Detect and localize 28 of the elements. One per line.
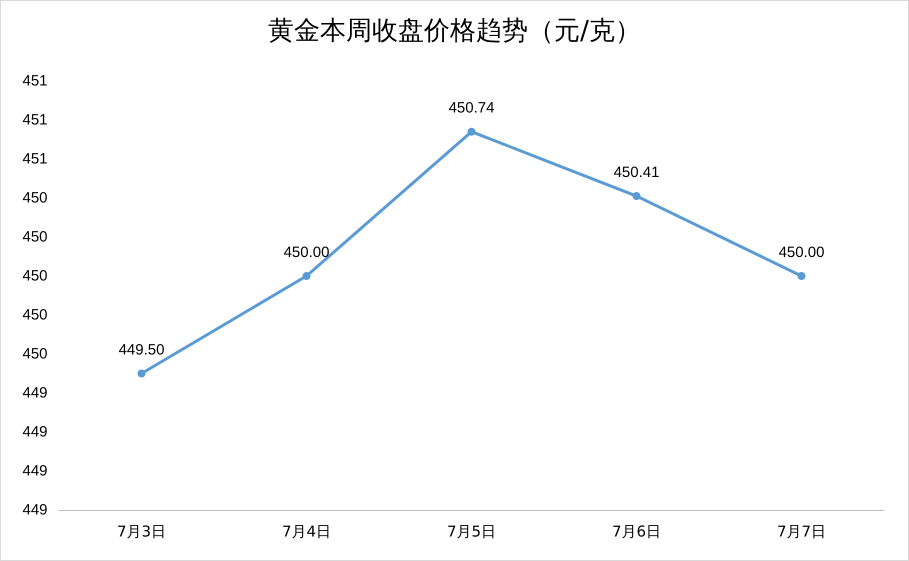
y-tick-label: 449	[22, 502, 48, 518]
y-tick-label: 451	[22, 150, 48, 168]
x-tick-label: 7月3日	[116, 522, 166, 540]
y-tick-label: 451	[22, 112, 48, 128]
y-tick-label: 450	[22, 346, 48, 362]
y-tick-label: 450	[22, 306, 48, 324]
y-tick-label: 449	[22, 384, 48, 402]
point	[632, 192, 640, 200]
data-label: 449.50	[118, 342, 164, 358]
x-tick-label: 7月7日	[776, 522, 826, 540]
y-tick-label: 449	[22, 462, 48, 480]
y-tick-label: 451	[22, 72, 48, 90]
y-tick-label: 450	[22, 190, 48, 206]
data-label: 450.00	[284, 244, 330, 261]
data-label: 450.00	[778, 244, 824, 261]
point	[302, 272, 310, 280]
chart-title: 黄金本周收盘价格趋势（元/克）	[268, 16, 641, 46]
data-label: 450.41	[614, 164, 660, 182]
point	[138, 370, 146, 378]
data-label: 450.74	[448, 100, 494, 117]
point	[798, 272, 806, 280]
y-tick-label: 450	[22, 268, 48, 284]
x-tick-label: 7月5日	[446, 522, 496, 540]
point	[468, 128, 476, 136]
y-tick-label: 449	[22, 424, 48, 440]
y-tick-label: 450	[22, 228, 48, 246]
x-tick-label: 7月6日	[612, 522, 662, 540]
x-tick-label: 7月4日	[282, 522, 332, 540]
